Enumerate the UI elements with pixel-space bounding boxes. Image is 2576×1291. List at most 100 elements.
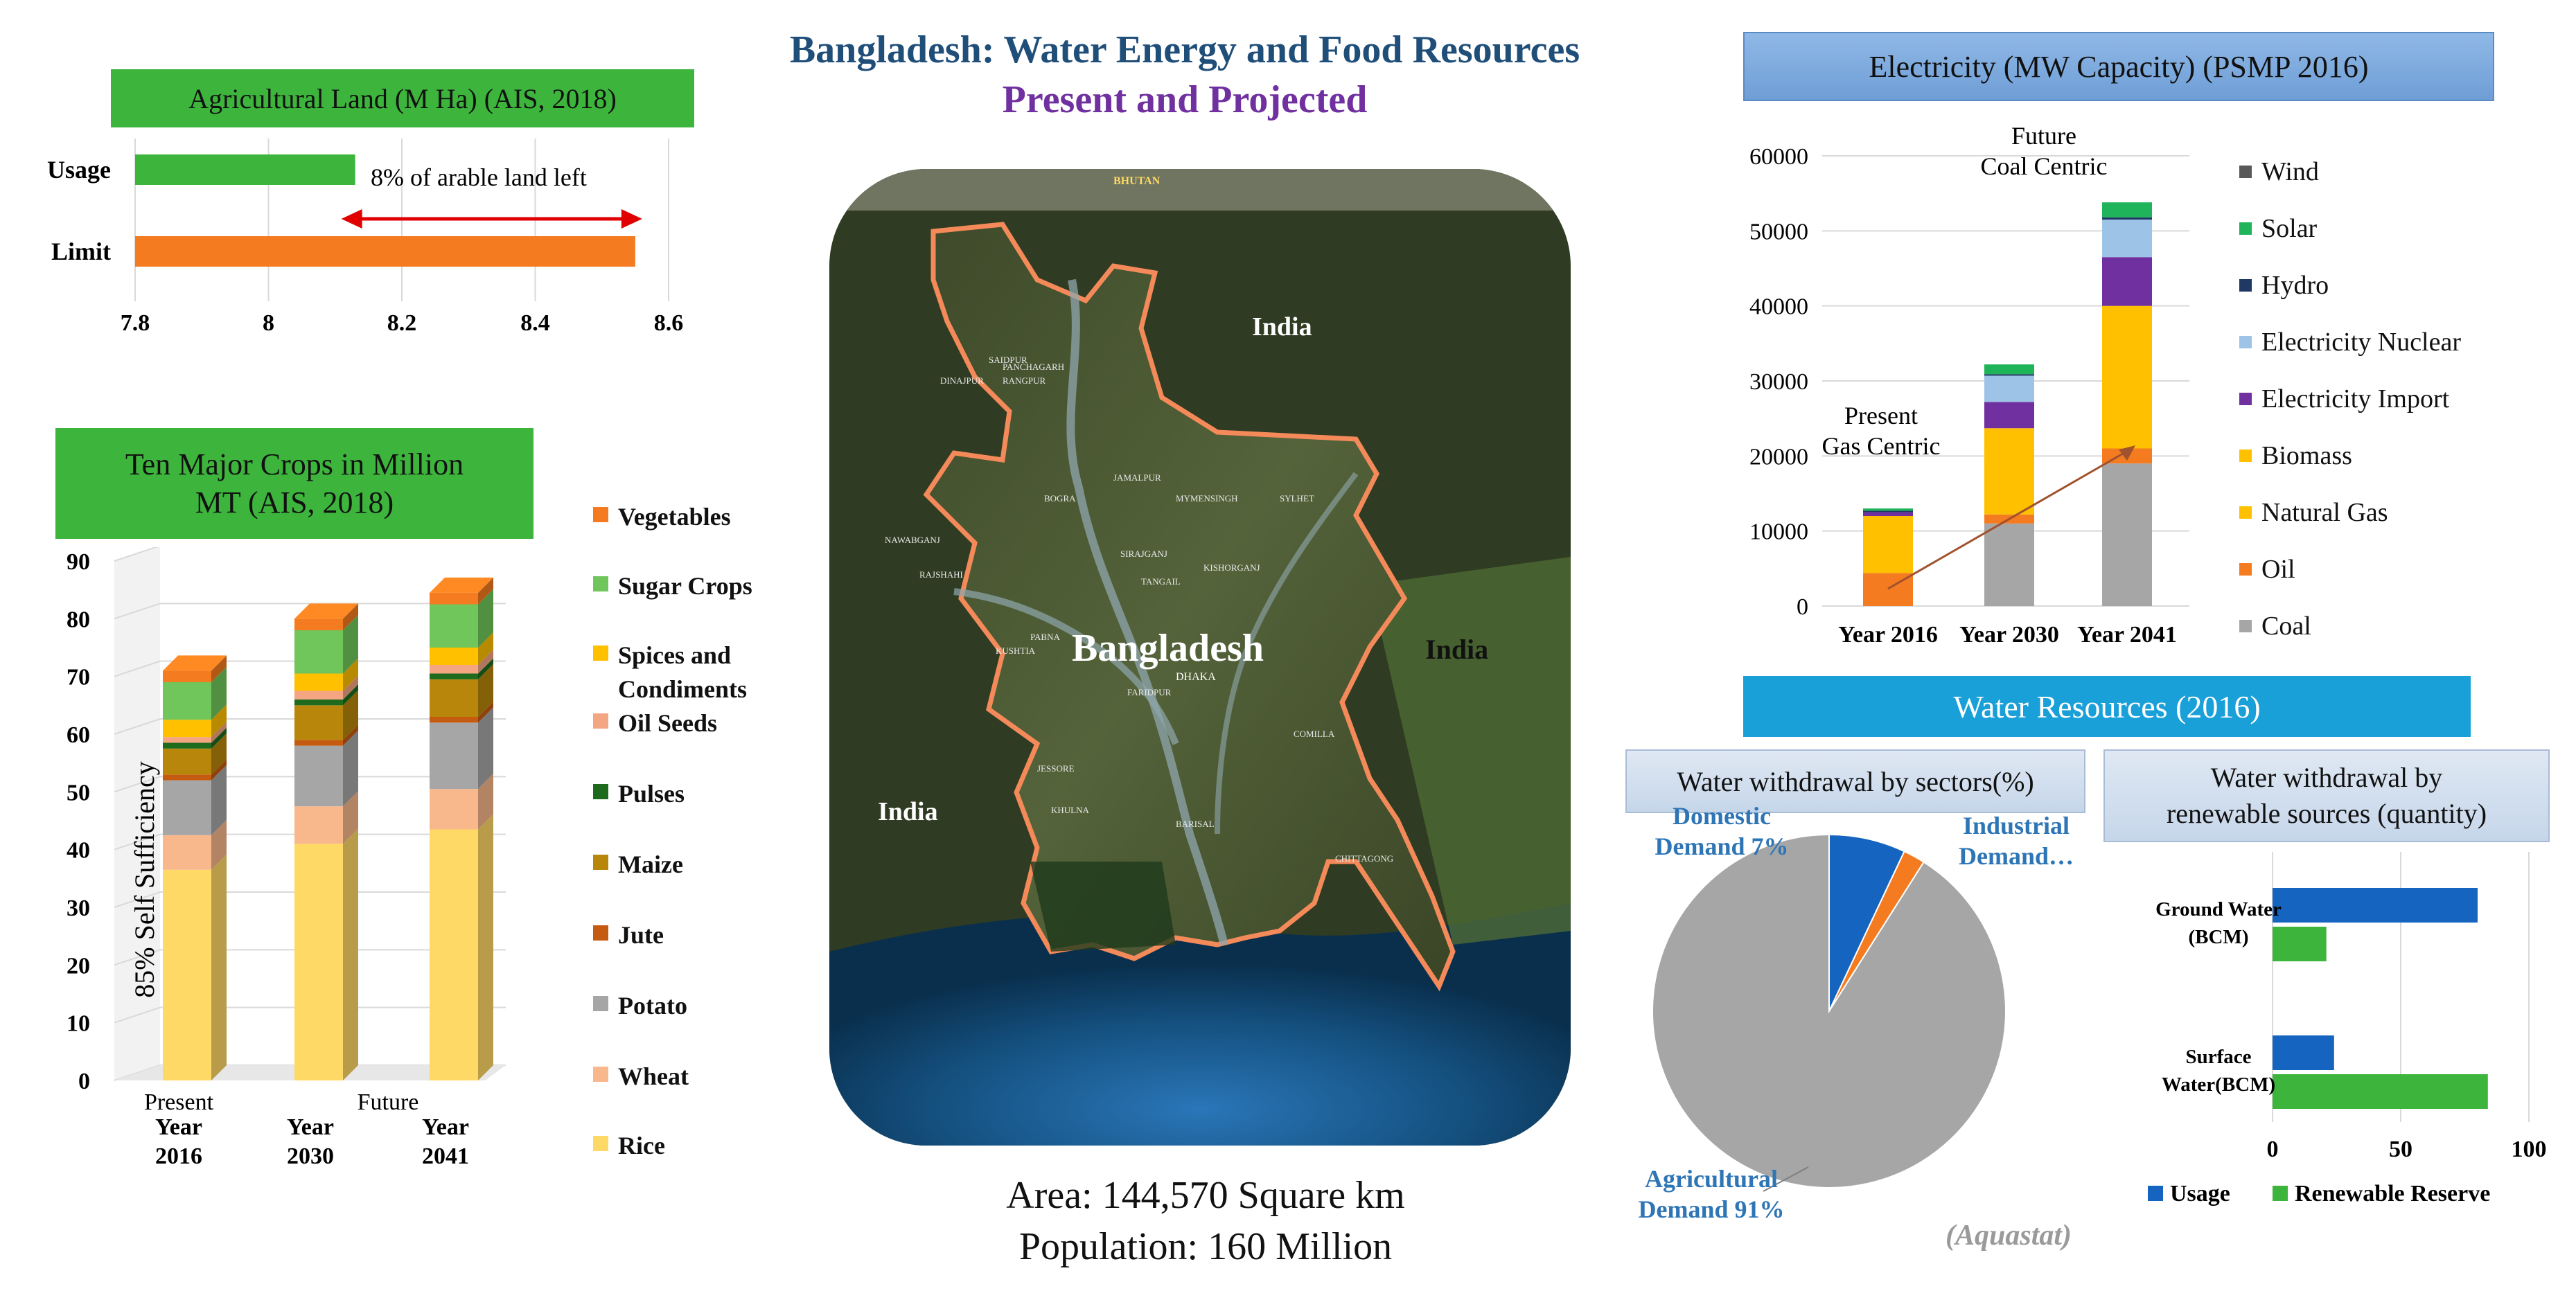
elec-legend-item: Electricity Import: [2239, 384, 2449, 414]
elec-y-tick: 10000: [1749, 519, 1808, 545]
legend-label: Rice: [618, 1132, 665, 1159]
map-city-label: SAIDPUR: [989, 355, 1027, 365]
crops-bar-side: [478, 707, 493, 790]
crops-bar-segment: [163, 835, 211, 870]
legend-label: Oil: [2261, 555, 2295, 584]
legend-label: Jute: [618, 921, 664, 949]
crops-bar-segment: [294, 740, 343, 746]
elec-bar-segment: [2102, 305, 2152, 449]
elec-future-note: Future: [2011, 122, 2076, 150]
wbar-x-tick: 100: [2512, 1137, 2547, 1162]
crops-bar-top: [430, 577, 493, 593]
map-label-india-west: India: [878, 797, 938, 826]
pie-label-agricultural: Agricultural: [1645, 1165, 1778, 1193]
legend-label: Wheat: [618, 1062, 689, 1090]
legend-swatch: [593, 784, 608, 799]
crops-legend-item: Wheat: [593, 1060, 801, 1094]
agri-land-chart: 7.8 8 8.2 8.4 8.6 Usage Limit 8% of arable land…: [47, 139, 683, 336]
crops-bar-segment: [294, 705, 343, 740]
crops-bar-side: [478, 577, 493, 605]
map-himalaya-band: [829, 169, 1571, 211]
map-city-label: SYLHET: [1280, 493, 1314, 504]
legend-swatch: [593, 713, 608, 729]
crops-bar-segment: [163, 748, 211, 775]
aquastat-source: (Aquastat): [1946, 1220, 2072, 1252]
legend-label: Oil Seeds: [618, 709, 718, 737]
map-city-label: NAWABGANJ: [885, 535, 940, 545]
elec-bar-segment: [1863, 516, 1913, 573]
elec-trend-arrow: [1887, 448, 2131, 590]
elec-bar-segment: [2102, 220, 2152, 258]
legend-swatch: [2239, 166, 2252, 178]
wbar-legend-label: Usage: [2170, 1181, 2230, 1207]
pie-label-industrial: Demand…: [1959, 842, 2074, 870]
map-river-ganges: [953, 588, 1179, 745]
legend-label: Solar: [2261, 214, 2318, 243]
elec-x-tick: Year 2016: [1838, 622, 1938, 648]
crops-bar-segment: [294, 673, 343, 691]
map-bangladesh-territory: [923, 222, 1456, 992]
agri-category-label: Limit: [51, 238, 111, 265]
elec-y-tick: 50000: [1749, 219, 1808, 244]
elec-y-tick: 20000: [1749, 444, 1808, 470]
elec-x-tick: Year 2030: [1959, 622, 2059, 648]
elec-y-tick: 30000: [1749, 369, 1808, 395]
crops-bar-side: [478, 702, 493, 723]
water-bar-title-line1: Water withdrawal by: [2210, 762, 2443, 793]
crops-bar-segment: [430, 648, 478, 665]
crops-bar-side: [343, 791, 358, 844]
map-city-label: BOGRA: [1044, 493, 1076, 504]
wbar-legend-label: Renewable Reserve: [2295, 1181, 2490, 1207]
crops-gridline: [114, 776, 506, 793]
crops-bar-side: [478, 589, 493, 648]
crops-bar-side: [343, 730, 358, 807]
legend-swatch: [2239, 506, 2252, 519]
crops-y-tick: 40: [67, 838, 90, 864]
crops-bar-segment: [294, 618, 343, 630]
legend-label: Spices and Condiments: [618, 641, 748, 703]
legend-label: Electricity Import: [2261, 384, 2450, 413]
crops-bar-side: [343, 690, 358, 740]
crops-x-tick: 2041: [422, 1143, 469, 1169]
elec-bar-segment: [2102, 202, 2152, 217]
crops-bar-side: [478, 814, 493, 1080]
crops-legend-item: Sugar Crops: [593, 569, 801, 603]
map-east-hills: [1370, 557, 1571, 945]
elec-future-note: Coal Centric: [1981, 152, 2108, 180]
map-city-label: KISHORGANJ: [1203, 562, 1260, 573]
map-sundarbans: [1030, 862, 1176, 952]
wbar-x-tick: 0: [2267, 1137, 2279, 1162]
crops-bar-segment: [163, 720, 211, 738]
crops-bar-segment: [294, 691, 343, 700]
crops-gridline: [114, 718, 506, 735]
elec-bar-segment: [2102, 463, 2152, 606]
elec-bar-segment: [1984, 364, 2034, 375]
water-title: Water Resources (2016): [1743, 676, 2471, 737]
legend-swatch: [593, 1136, 608, 1151]
crops-gridline: [114, 603, 506, 620]
agri-arrow-head-right: [621, 209, 642, 229]
crops-bar-side: [343, 603, 358, 630]
crops-bar-side: [211, 667, 227, 720]
legend-swatch: [593, 507, 608, 522]
wbar-category-label: Water(BCM): [2162, 1074, 2275, 1096]
map-city-label: DINAJPUR: [940, 375, 984, 386]
crops-bar-segment: [430, 673, 478, 679]
map-label-india-east: India: [1425, 634, 1489, 665]
agri-arrow-head-left: [341, 209, 362, 229]
elec-bar-segment: [1984, 523, 2034, 606]
population-text: Population: 160 Million: [1018, 1225, 1393, 1268]
agri-category-label: Usage: [47, 156, 111, 184]
map-city-label: SIRAJGANJ: [1120, 549, 1167, 559]
map-city-label: JESSORE: [1037, 763, 1075, 774]
crops-bar-side: [478, 664, 493, 717]
agri-bar-limit: [135, 236, 635, 267]
crops-bar-side: [211, 733, 227, 775]
crops-legend-item: Potato: [593, 989, 801, 1023]
crops-y-tick: 50: [67, 780, 90, 805]
pie-leader-line: [1763, 1166, 1809, 1192]
water-bar-chart: 0 50 100 Ground Water (BCM) Surface Water(BCM)…: [2148, 852, 2547, 1207]
water-pie-title: Water withdrawal by sectors(%): [1625, 749, 2085, 813]
crops-bar-side: [478, 632, 493, 665]
